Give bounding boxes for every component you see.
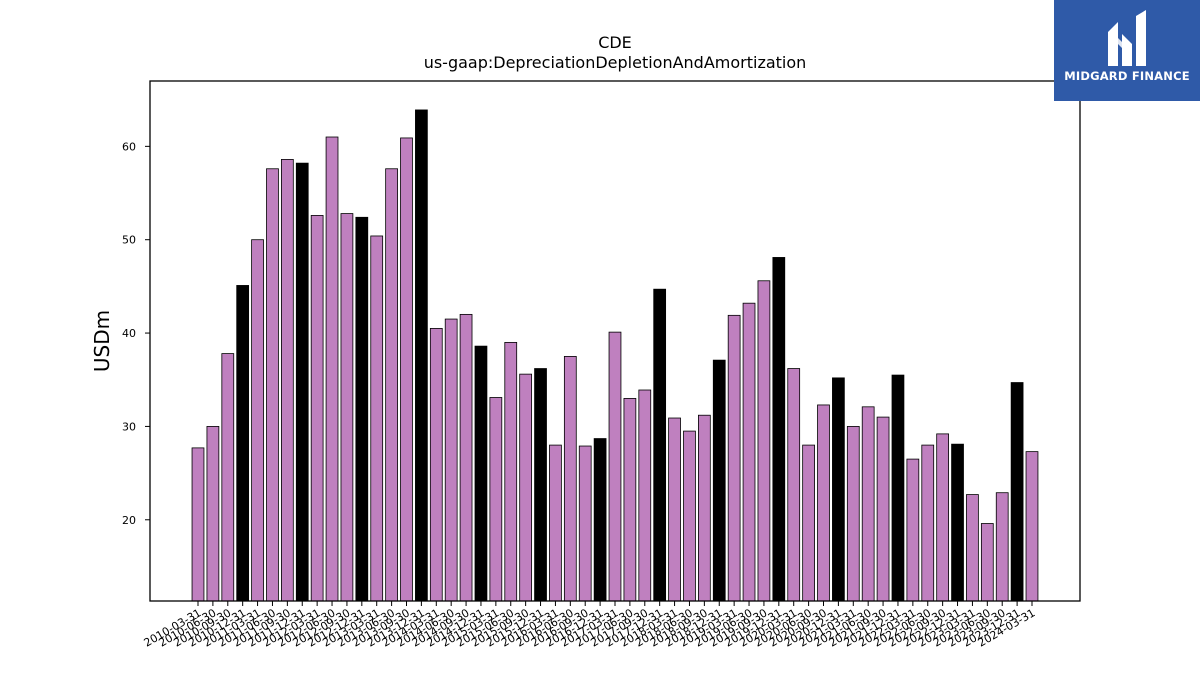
bar-2019-03-31 — [727, 314, 741, 602]
bar-2013-09-30 — [400, 137, 413, 602]
bar-2022-03-31 — [906, 458, 920, 602]
bar-2022-06-30 — [921, 444, 935, 602]
bar-2018-06-30 — [683, 430, 696, 602]
bar-2017-09-30 — [638, 389, 652, 602]
brand-logo: MIDGARD FINANCE — [1054, 0, 1200, 101]
bar-2016-03-31 — [549, 444, 562, 602]
bar-2015-03-31 — [489, 397, 503, 602]
bar-2011-12-31 — [295, 162, 309, 602]
bar-2014-03-31 — [429, 327, 443, 602]
bar-2014-12-31 — [474, 345, 488, 602]
chart-title: CDE — [598, 33, 632, 52]
bar-2021-03-31 — [846, 426, 860, 602]
y-axis: 20 30 40 50 60 — [122, 140, 150, 527]
bar-2023-06-30 — [980, 523, 994, 602]
chart-subtitle: us-gaap:DepreciationDepletionAndAmortiza… — [424, 53, 807, 72]
bar-2018-09-30 — [698, 414, 711, 602]
y-tick-label: 30 — [122, 420, 136, 433]
midgard-logo-icon — [1108, 10, 1146, 66]
bar-2014-09-30 — [459, 313, 473, 602]
bar-2018-12-31 — [712, 359, 726, 602]
bar-2015-09-30 — [519, 373, 533, 602]
bar-2013-03-31 — [370, 235, 384, 602]
bar-2012-03-31 — [310, 215, 324, 602]
bar-2011-06-30 — [266, 168, 279, 602]
bar-2024-03-31 — [1025, 451, 1039, 602]
bar-2019-09-30 — [757, 280, 771, 602]
y-tick-label: 40 — [122, 327, 136, 340]
bar-2012-09-30 — [340, 213, 354, 602]
bar-2022-12-31 — [951, 443, 964, 602]
bar-2011-03-31 — [251, 239, 264, 602]
bar-2017-03-31 — [608, 331, 622, 602]
bar-2018-03-31 — [668, 417, 681, 602]
bar-2020-12-31 — [832, 377, 845, 602]
bar-2021-09-30 — [876, 416, 890, 602]
bar-2021-06-30 — [861, 406, 875, 602]
bar-2013-12-31 — [415, 109, 428, 602]
bar-2011-09-30 — [280, 159, 294, 602]
y-axis-label: USDm — [90, 310, 114, 372]
bar-2010-09-30 — [221, 353, 235, 602]
y-tick-label: 20 — [122, 514, 136, 527]
bar-2021-12-31 — [891, 374, 905, 602]
bar-2016-12-31 — [593, 438, 607, 602]
bar-2015-12-31 — [534, 368, 547, 602]
bar-2017-12-31 — [653, 288, 667, 602]
bar-2010-03-31 — [191, 447, 205, 602]
bar-2019-06-30 — [742, 302, 756, 602]
bar-2023-03-31 — [966, 494, 979, 602]
bar-2013-06-30 — [385, 168, 398, 602]
bar-2012-12-31 — [355, 216, 369, 602]
bar-2019-12-31 — [772, 257, 786, 602]
bars-group — [191, 109, 1039, 602]
bar-2016-09-30 — [578, 445, 592, 602]
y-tick-label: 50 — [122, 234, 136, 247]
bar-2015-06-30 — [504, 341, 518, 602]
bar-2010-12-31 — [236, 285, 250, 602]
bar-2010-06-30 — [206, 426, 220, 602]
y-tick-label: 60 — [122, 140, 136, 153]
bar-2023-12-31 — [1010, 382, 1024, 602]
x-axis: 2010-03-312010-06-302010-09-302010-12-31… — [142, 601, 1038, 650]
bar-2020-09-30 — [817, 404, 830, 602]
brand-name: MIDGARD FINANCE — [1064, 69, 1190, 83]
bar-2023-09-30 — [995, 492, 1009, 602]
bar-2020-06-30 — [802, 444, 815, 602]
plot-frame — [149, 80, 1081, 602]
bar-2012-06-30 — [325, 136, 339, 602]
bar-2016-06-30 — [563, 355, 577, 602]
bar-2014-06-30 — [444, 318, 458, 602]
bar-2017-06-30 — [623, 398, 637, 602]
bar-2022-09-30 — [936, 433, 950, 602]
bar-2020-03-31 — [787, 368, 801, 602]
